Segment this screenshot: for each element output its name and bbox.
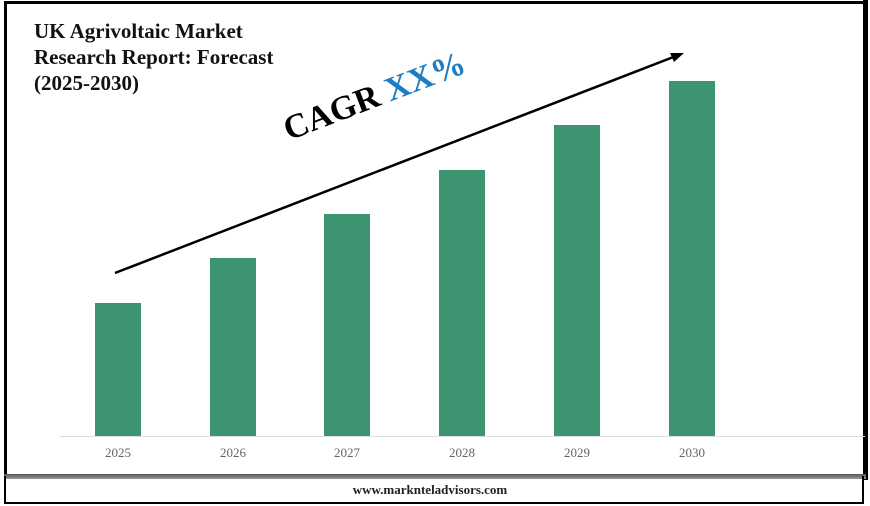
bar-2025 (95, 303, 141, 436)
x-tick-2027: 2027 (334, 445, 360, 460)
x-tick-2030: 2030 (679, 445, 705, 460)
bar-2029 (554, 125, 600, 436)
bar-2027 (324, 214, 370, 436)
x-tick-2026: 2026 (220, 445, 246, 460)
footer-box (4, 476, 864, 504)
x-tick-2025: 2025 (105, 445, 131, 460)
bar-2026 (210, 258, 256, 436)
chart-title: UK Agrivoltaic Market Research Report: F… (34, 18, 314, 96)
bar-2030 (669, 81, 715, 436)
footer-separator (4, 474, 866, 479)
title-line-1: UK Agrivoltaic Market (34, 19, 243, 43)
x-tick-2029: 2029 (564, 445, 590, 460)
website-link[interactable]: www.marknteladvisors.com (352, 482, 508, 497)
x-axis-line (60, 436, 865, 437)
x-tick-2028: 2028 (449, 445, 475, 460)
title-line-2: Research Report: Forecast (34, 45, 274, 69)
frame-shadow (863, 0, 868, 480)
bar-2028 (439, 170, 485, 436)
title-line-3: (2025-2030) (34, 71, 139, 95)
